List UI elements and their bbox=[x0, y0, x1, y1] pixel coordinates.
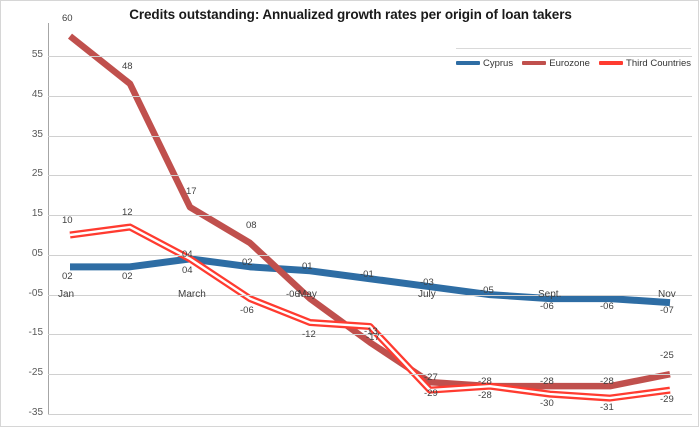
legend-swatch-icon bbox=[456, 61, 480, 65]
series-line-third-countries-inner bbox=[69, 225, 671, 400]
gridline bbox=[48, 374, 692, 376]
data-point-label: -01 bbox=[360, 268, 374, 280]
data-point-label: -17 bbox=[366, 332, 380, 344]
data-point-label: -13 bbox=[364, 326, 378, 338]
x-axis-tick-label: July bbox=[418, 288, 436, 300]
gridline bbox=[48, 175, 692, 177]
data-point-label: 02 bbox=[62, 270, 73, 282]
gridline bbox=[48, 254, 692, 256]
gridline bbox=[48, 56, 692, 57]
legend-swatch-icon bbox=[522, 61, 547, 65]
x-axis-tick-label: March bbox=[178, 288, 206, 300]
gridline bbox=[48, 294, 692, 296]
data-point-label: -29 bbox=[660, 394, 674, 406]
legend-item-eurozone[interactable]: Eurozone bbox=[522, 58, 590, 69]
legend-item-cyprus[interactable]: Cyprus bbox=[456, 58, 513, 69]
x-axis-tick-label: Nov bbox=[658, 288, 676, 300]
data-point-label: 60 bbox=[62, 13, 73, 25]
legend-label: Third Countries bbox=[626, 57, 691, 69]
x-axis-tick-label: Jan bbox=[58, 288, 75, 300]
series-line-third-countries-outer bbox=[69, 223, 671, 402]
gridline bbox=[48, 414, 692, 415]
plot-area: Jan March May July Sept. Nov 02 02 04 02 01 -01 -03 -… bbox=[48, 13, 692, 415]
y-axis-tick-label: 45 bbox=[31, 88, 43, 100]
data-point-label: -03 bbox=[420, 276, 434, 288]
y-axis-tick-label: 05 bbox=[31, 247, 43, 259]
y-axis-tick-label: 15 bbox=[31, 208, 43, 220]
data-point-label: -29 bbox=[424, 388, 438, 400]
y-axis-labels: 55 45 35 25 15 05 -05 -15 -25 -35 bbox=[1, 23, 699, 418]
chart-title: Credits outstanding: Annualized growth r… bbox=[129, 7, 572, 22]
data-point-label: -06 bbox=[600, 300, 614, 312]
data-point-label: 02 bbox=[242, 256, 253, 268]
data-point-label: -30 bbox=[540, 398, 554, 410]
legend-label: Cyprus bbox=[483, 57, 514, 69]
legend-label: Eurozone bbox=[549, 57, 590, 69]
gridline bbox=[48, 135, 692, 137]
y-axis-tick-label: -25 bbox=[28, 367, 43, 379]
data-point-label: -06 bbox=[286, 288, 300, 300]
data-point-label: 48 bbox=[122, 60, 133, 72]
gridline bbox=[48, 334, 692, 336]
data-point-label: 08 bbox=[246, 219, 257, 231]
data-point-label: -07 bbox=[660, 304, 674, 316]
data-point-label: -28 bbox=[478, 376, 492, 388]
legend-divider bbox=[456, 48, 691, 49]
x-axis-tick-label: May bbox=[298, 288, 317, 300]
data-point-label: 10 bbox=[62, 215, 73, 226]
y-axis-tick-label: 25 bbox=[31, 168, 43, 180]
data-point-label: -28 bbox=[540, 376, 554, 388]
data-point-label: 12 bbox=[122, 207, 133, 219]
data-point-label: 01 bbox=[302, 260, 313, 272]
data-point-label: -05 bbox=[480, 284, 494, 296]
data-point-label: -31 bbox=[600, 402, 614, 414]
legend-swatch-icon bbox=[599, 61, 624, 65]
x-axis-tick-label: Sept. bbox=[538, 288, 562, 300]
series-lines bbox=[67, 33, 671, 402]
data-point-label: 04 bbox=[182, 248, 193, 260]
y-axis-tick-label: -15 bbox=[28, 327, 43, 339]
y-axis-line bbox=[48, 23, 49, 415]
data-point-label: 17 bbox=[186, 186, 197, 198]
y-axis-tick-label: 55 bbox=[31, 49, 43, 60]
y-axis-tick-label: -35 bbox=[28, 407, 43, 418]
data-point-label: -06 bbox=[540, 300, 554, 312]
data-point-label: -25 bbox=[660, 350, 674, 362]
data-point-label: -06 bbox=[240, 304, 254, 316]
series-line-eurozone bbox=[67, 33, 671, 390]
gridline bbox=[48, 95, 692, 97]
data-point-label: 02 bbox=[122, 270, 133, 282]
chart-legend: Cyprus Eurozone Third Countries bbox=[456, 54, 691, 72]
gridline bbox=[48, 215, 692, 217]
series-line-cyprus bbox=[70, 255, 671, 307]
legend-item-third-countries[interactable]: Third Countries bbox=[599, 58, 691, 69]
data-point-label: -28 bbox=[600, 376, 614, 388]
data-point-label: -28 bbox=[478, 390, 492, 402]
data-point-label: -27 bbox=[424, 372, 438, 384]
data-point-label: 04 bbox=[182, 264, 193, 276]
y-axis-tick-label: -05 bbox=[28, 287, 43, 299]
data-point-label: -12 bbox=[302, 328, 316, 340]
y-axis-tick-label: 35 bbox=[31, 128, 43, 140]
